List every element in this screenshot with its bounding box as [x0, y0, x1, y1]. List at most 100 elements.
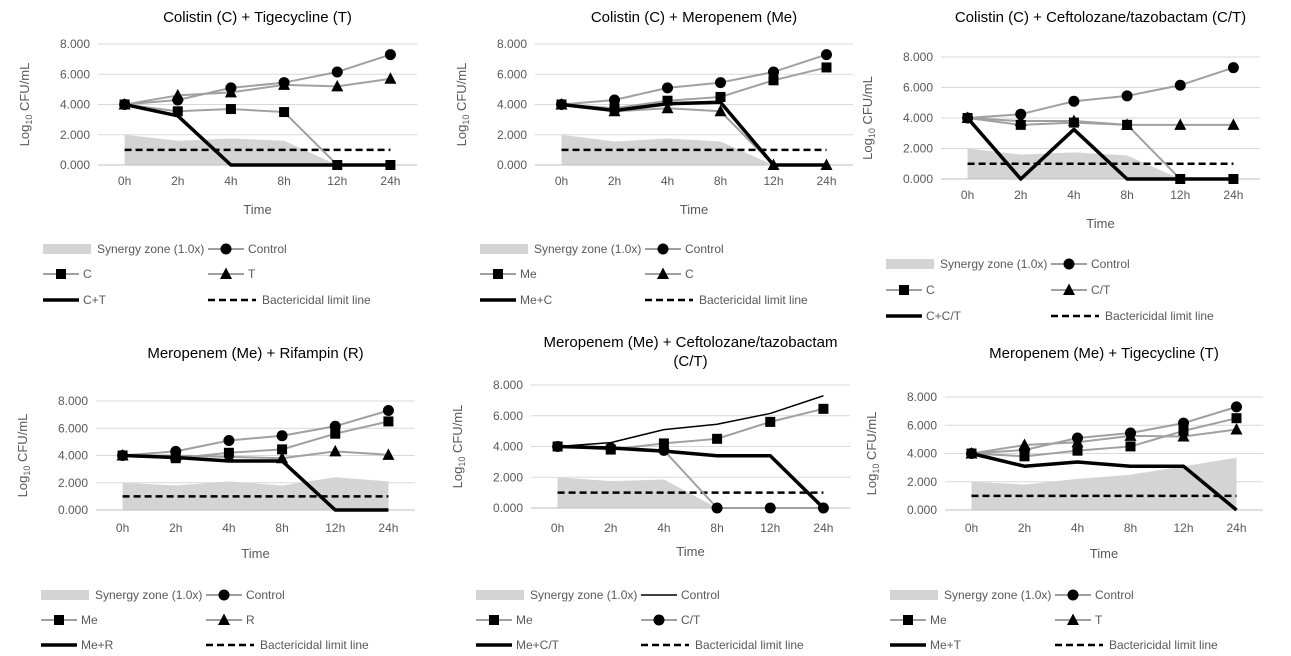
x-tick-label: 8h — [275, 521, 288, 535]
x-tick-label: 2h — [1014, 188, 1027, 202]
x-tick-label: 24h — [1226, 521, 1246, 535]
y-axis-title: Log10 CFU/mL — [454, 63, 471, 147]
y-tick-label: 6.000 — [907, 418, 937, 432]
data-point-0 — [276, 430, 288, 442]
y-tick-label: 6.000 — [493, 409, 523, 423]
data-point-2 — [1227, 118, 1240, 130]
data-point-1 — [765, 416, 776, 427]
legend-entry: Synergy zone (1.0x) — [476, 588, 637, 602]
data-point-2 — [118, 98, 131, 110]
x-tick-label: 2h — [171, 174, 184, 188]
legend-label: Bactericidal limit line — [699, 293, 808, 307]
legend-label: Bactericidal limit line — [262, 293, 371, 307]
data-point-2 — [1121, 118, 1134, 130]
y-axis-title-rest: CFU/mL — [15, 414, 30, 466]
chart-title: Colistin (C) + Meropenem (Me) — [591, 9, 797, 26]
legend-label: C — [83, 267, 92, 281]
data-point-0 — [768, 66, 779, 78]
data-point-2 — [1230, 422, 1243, 435]
data-point-1 — [277, 444, 288, 455]
series-line-0 — [967, 66, 1234, 119]
series-line-2 — [967, 117, 1234, 126]
y-tick-label: 0.000 — [907, 503, 937, 517]
data-point-2 — [820, 158, 833, 170]
legend-label: Me — [520, 267, 537, 281]
legend-marker — [218, 589, 230, 601]
legend-marker — [493, 269, 503, 279]
legend-label: T — [248, 267, 256, 281]
legend-marker — [903, 615, 913, 625]
x-tick-label: 12h — [325, 521, 345, 535]
series-line-3 — [557, 444, 825, 510]
legend-label: Me+C/T — [516, 638, 560, 652]
legend-entry: C — [645, 267, 694, 281]
chart-panel-4: Meropenem (Me) + Rifampin (R) 0.000 2.000 4… — [15, 345, 415, 652]
chart-title: Meropenem (Me) + Rifampin (R) — [147, 345, 363, 362]
legend-marker — [54, 615, 64, 625]
x-tick-label: 24h — [1223, 188, 1243, 202]
legend-entry: T — [208, 267, 256, 281]
legend-entry: Control — [1051, 257, 1130, 271]
data-point-1 — [662, 95, 673, 106]
data-point-2 — [171, 88, 184, 101]
legend-entry: Synergy zone (1.0x) — [43, 242, 204, 256]
data-point-1 — [172, 106, 183, 117]
legend-label: C+T — [83, 293, 107, 307]
x-tick-label: 4h — [224, 174, 237, 188]
y-tick-label: 2.000 — [497, 128, 527, 142]
chart-title: Colistin (C) + Ceftolozane/tazobactam (C… — [955, 9, 1246, 26]
legend-label: R — [246, 613, 255, 627]
legend-entry: C/T — [1051, 283, 1111, 297]
y-tick-label: 0.000 — [58, 503, 88, 517]
y-tick-label: 6.000 — [60, 67, 90, 81]
chart-panel-5: Meropenem (Me) + Ceftolozane/tazobactam (… — [450, 334, 850, 652]
synergy-zone-area — [122, 477, 389, 510]
y-tick-label: 0.000 — [60, 158, 90, 172]
data-point-2 — [1014, 114, 1027, 127]
data-point-1 — [1019, 451, 1030, 462]
x-tick-label: 0h — [116, 521, 129, 535]
legend-entry: Me+C/T — [476, 638, 560, 652]
x-tick-label: 8h — [710, 521, 723, 535]
x-tick-label: 24h — [813, 521, 833, 535]
y-axis-title: Log10 CFU/mL — [17, 63, 34, 147]
legend-label: C/T — [681, 613, 701, 627]
legend-swatch-zone — [480, 244, 528, 254]
y-tick-label: 2.000 — [907, 475, 937, 489]
legend-label: Control — [685, 242, 724, 256]
series-line-2 — [971, 428, 1237, 455]
x-tick-label: 0h — [961, 188, 974, 202]
data-point-0 — [821, 49, 832, 61]
legend-marker — [899, 285, 909, 295]
data-point-2 — [711, 502, 723, 514]
data-point-1 — [658, 438, 669, 449]
y-axis-title-subscript: 10 — [461, 115, 471, 125]
data-point-2 — [329, 444, 342, 457]
x-axis-title: Time — [676, 544, 704, 559]
y-tick-label: 2.000 — [493, 470, 523, 484]
legend-swatch-zone — [886, 259, 934, 269]
legend-swatch-zone — [476, 590, 524, 600]
legend-entry: Me — [890, 613, 947, 627]
y-tick-label: 4.000 — [907, 447, 937, 461]
y-axis-title: Log10 CFU/mL — [15, 414, 32, 498]
legend-label: Me — [930, 613, 947, 627]
legend-label: Me+R — [81, 638, 114, 652]
data-point-0 — [1121, 90, 1133, 102]
legend-marker — [1067, 613, 1079, 625]
y-axis-title-main: Log — [17, 125, 32, 147]
x-tick-label: 12h — [327, 174, 347, 188]
series-line-3 — [122, 453, 389, 512]
data-point-2 — [714, 104, 727, 117]
series-line-1 — [561, 66, 827, 110]
series-line-3 — [561, 100, 827, 167]
legend-entry: Synergy zone (1.0x) — [41, 588, 202, 602]
data-point-0 — [1015, 108, 1027, 120]
legend-entry: C — [43, 267, 92, 281]
data-point-2 — [817, 502, 829, 514]
x-tick-label: 2h — [169, 521, 182, 535]
data-point-2 — [382, 448, 395, 460]
chart-title: Meropenem (Me) + Tigecycline (T) — [989, 345, 1219, 362]
data-point-1 — [821, 62, 832, 73]
